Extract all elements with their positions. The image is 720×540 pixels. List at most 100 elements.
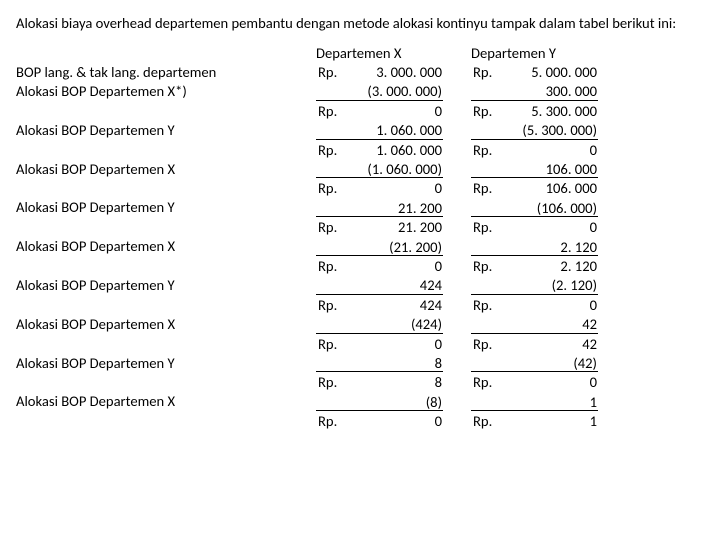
row-label: Alokasi BOP Departemen X	[16, 237, 316, 256]
value-row: 1. 060. 000	[316, 121, 471, 140]
currency-label: Rp.	[316, 218, 352, 238]
currency-label: Rp.	[316, 63, 352, 83]
intro-text: Alokasi biaya overhead departemen pemban…	[16, 14, 704, 34]
row-label: Alokasi BOP Departemen X*)	[16, 82, 316, 101]
underline	[471, 139, 598, 140]
currency-label: Rp.	[316, 412, 352, 432]
value-row: Rp.0	[316, 257, 471, 276]
currency-label: Rp.	[471, 335, 507, 355]
amount-value: 0	[507, 141, 603, 161]
amount-value: 42	[507, 335, 603, 355]
column-departemen-x: Departemen X Rp.3. 000. 000(3. 000. 000)…	[316, 44, 471, 432]
currency-label: Rp.	[316, 257, 352, 277]
value-row: Rp.2. 120	[471, 257, 626, 276]
underline	[316, 294, 443, 295]
value-row: Rp.424	[316, 296, 471, 315]
underline	[471, 333, 598, 334]
value-row: Rp.1	[471, 412, 626, 431]
row-label	[16, 257, 316, 276]
underline	[316, 255, 443, 256]
value-row: 106. 000	[471, 160, 626, 179]
row-label: Alokasi BOP Departemen X	[16, 160, 316, 179]
row-label	[16, 373, 316, 392]
amount-value: 5. 300. 000	[507, 102, 603, 122]
underline	[316, 139, 443, 140]
value-row: Rp.8	[316, 373, 471, 392]
row-label	[16, 295, 316, 314]
amount-value: 106. 000	[507, 179, 603, 199]
row-label: Alokasi BOP Departemen X	[16, 392, 316, 411]
value-row: Rp.5. 000. 000	[471, 63, 626, 82]
currency-label: Rp.	[471, 141, 507, 161]
currency-label: Rp.	[471, 257, 507, 277]
row-label: Alokasi BOP Departemen X	[16, 315, 316, 334]
row-label: Alokasi BOP Departemen Y	[16, 276, 316, 295]
amount-value: 3. 000. 000	[352, 63, 448, 83]
value-row: 1	[471, 393, 626, 412]
value-row: (5. 300. 000)	[471, 121, 626, 140]
currency-label: Rp.	[471, 102, 507, 122]
currency-label: Rp.	[316, 373, 352, 393]
amount-value: 8	[352, 373, 448, 393]
amount-value: 0	[352, 257, 448, 277]
value-row: 2. 120	[471, 238, 626, 257]
row-labels: BOP lang. & tak lang. departemenAlokasi …	[16, 44, 316, 431]
value-row: (8)	[316, 393, 471, 412]
row-label: BOP lang. & tak lang. departemen	[16, 63, 316, 82]
row-label: Alokasi BOP Departemen Y	[16, 354, 316, 373]
value-row: Rp.21. 200	[316, 218, 471, 237]
amount-value: 1	[507, 412, 603, 432]
row-label	[16, 334, 316, 353]
underline	[471, 294, 598, 295]
amount-value: 2. 120	[507, 257, 603, 277]
amount-value: 0	[507, 218, 603, 238]
value-row: Rp.0	[471, 141, 626, 160]
underline	[316, 410, 443, 411]
underline	[316, 100, 443, 101]
value-row: 424	[316, 276, 471, 295]
amount-value: 0	[352, 179, 448, 199]
currency-label: Rp.	[471, 179, 507, 199]
value-row: Rp.3. 000. 000	[316, 63, 471, 82]
value-row: 42	[471, 315, 626, 334]
underline	[316, 177, 443, 178]
value-row: Rp.0	[471, 218, 626, 237]
value-row: Rp.0	[316, 335, 471, 354]
value-row: Rp.1. 060. 000	[316, 141, 471, 160]
underline	[471, 255, 598, 256]
underline	[471, 371, 598, 372]
value-row: Rp.5. 300. 000	[471, 102, 626, 121]
row-label	[16, 179, 316, 198]
value-row: (21. 200)	[316, 238, 471, 257]
amount-value: 0	[352, 412, 448, 432]
value-row: Rp.0	[316, 102, 471, 121]
amount-value: 5. 000. 000	[507, 63, 603, 83]
amount-value: 424	[352, 296, 448, 316]
value-row: (1. 060. 000)	[316, 160, 471, 179]
currency-label: Rp.	[316, 179, 352, 199]
underline	[316, 333, 443, 334]
allocation-table: BOP lang. & tak lang. departemenAlokasi …	[16, 44, 704, 432]
underline	[316, 216, 443, 217]
row-label	[16, 101, 316, 120]
currency-label: Rp.	[316, 335, 352, 355]
currency-label: Rp.	[471, 218, 507, 238]
row-label	[16, 140, 316, 159]
value-row: Rp.106. 000	[471, 179, 626, 198]
value-row: 21. 200	[316, 199, 471, 218]
value-row: Rp.0	[316, 179, 471, 198]
row-label	[16, 218, 316, 237]
value-row: 300. 000	[471, 82, 626, 101]
currency-label: Rp.	[471, 296, 507, 316]
value-row: Rp.0	[471, 373, 626, 392]
underline	[471, 177, 598, 178]
value-row: (106. 000)	[471, 199, 626, 218]
underline	[471, 216, 598, 217]
col-header-y: Departemen Y	[471, 44, 626, 63]
row-label: Alokasi BOP Departemen Y	[16, 198, 316, 217]
underline	[316, 371, 443, 372]
column-departemen-y: Departemen Y Rp.5. 000. 000300. 000Rp.5.…	[471, 44, 626, 432]
amount-value: 0	[507, 296, 603, 316]
currency-label: Rp.	[316, 296, 352, 316]
currency-label: Rp.	[471, 373, 507, 393]
